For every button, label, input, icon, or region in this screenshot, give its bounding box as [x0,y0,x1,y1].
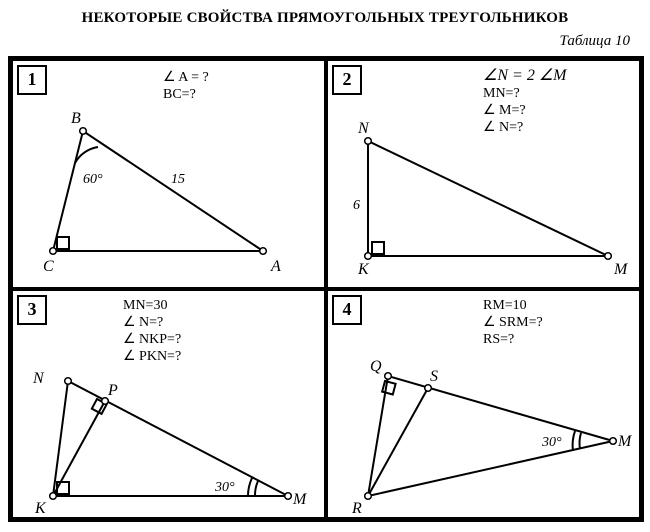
vertex-label: B [71,110,81,127]
vertex-label: K [34,500,47,517]
vertex-label: N [357,120,370,137]
vertex-label: K [357,261,370,278]
problem-grid: 1 ∠ A = ? BC=? C B A 60° 15 2 ∠N = 2 ∠M … [8,56,644,522]
vertex-label: M [613,261,629,278]
vertex-label: Q [370,358,382,375]
table-number: Таблица 10 [8,33,642,50]
problem-cell-4: 4 RM=10 ∠ SRM=? RS=? Q S M R 30° [326,289,641,519]
vertex-label: M [292,491,308,508]
cell-number: 4 [332,295,362,325]
side-label: 6 [353,198,360,213]
cell-number: 3 [17,295,47,325]
page-title: НЕКОТОРЫЕ СВОЙСТВА ПРЯМОУГОЛЬНЫХ ТРЕУГОЛ… [8,10,642,27]
vertex-label: C [43,258,54,275]
question-text: ∠ A = ? BC=? [163,69,209,103]
cell-number: 2 [332,65,362,95]
problem-cell-2: 2 ∠N = 2 ∠M MN=? ∠ M=? ∠ N=? N K M 6 [326,59,641,289]
question-text: MN=30 ∠ N=? ∠ NKP=? ∠ PKN=? [123,297,181,365]
angle-label: 30° [541,435,562,450]
vertex-label: A [270,258,281,275]
vertex-label: S [430,368,438,385]
angle-label: 30° [214,480,235,495]
problem-cell-3: 3 MN=30 ∠ N=? ∠ NKP=? ∠ PKN=? N P K M [11,289,326,519]
angle-label: 60° [83,172,103,187]
question-text: RM=10 ∠ SRM=? RS=? [483,297,543,348]
vertex-label: N [32,370,45,387]
vertex-label: M [617,433,633,450]
cell-number: 1 [17,65,47,95]
problem-cell-1: 1 ∠ A = ? BC=? C B A 60° 15 [11,59,326,289]
vertex-label: R [351,500,362,517]
side-label: 15 [171,172,185,187]
question-text: ∠N = 2 ∠M MN=? ∠ M=? ∠ N=? [483,67,566,136]
vertex-label: P [107,382,118,399]
